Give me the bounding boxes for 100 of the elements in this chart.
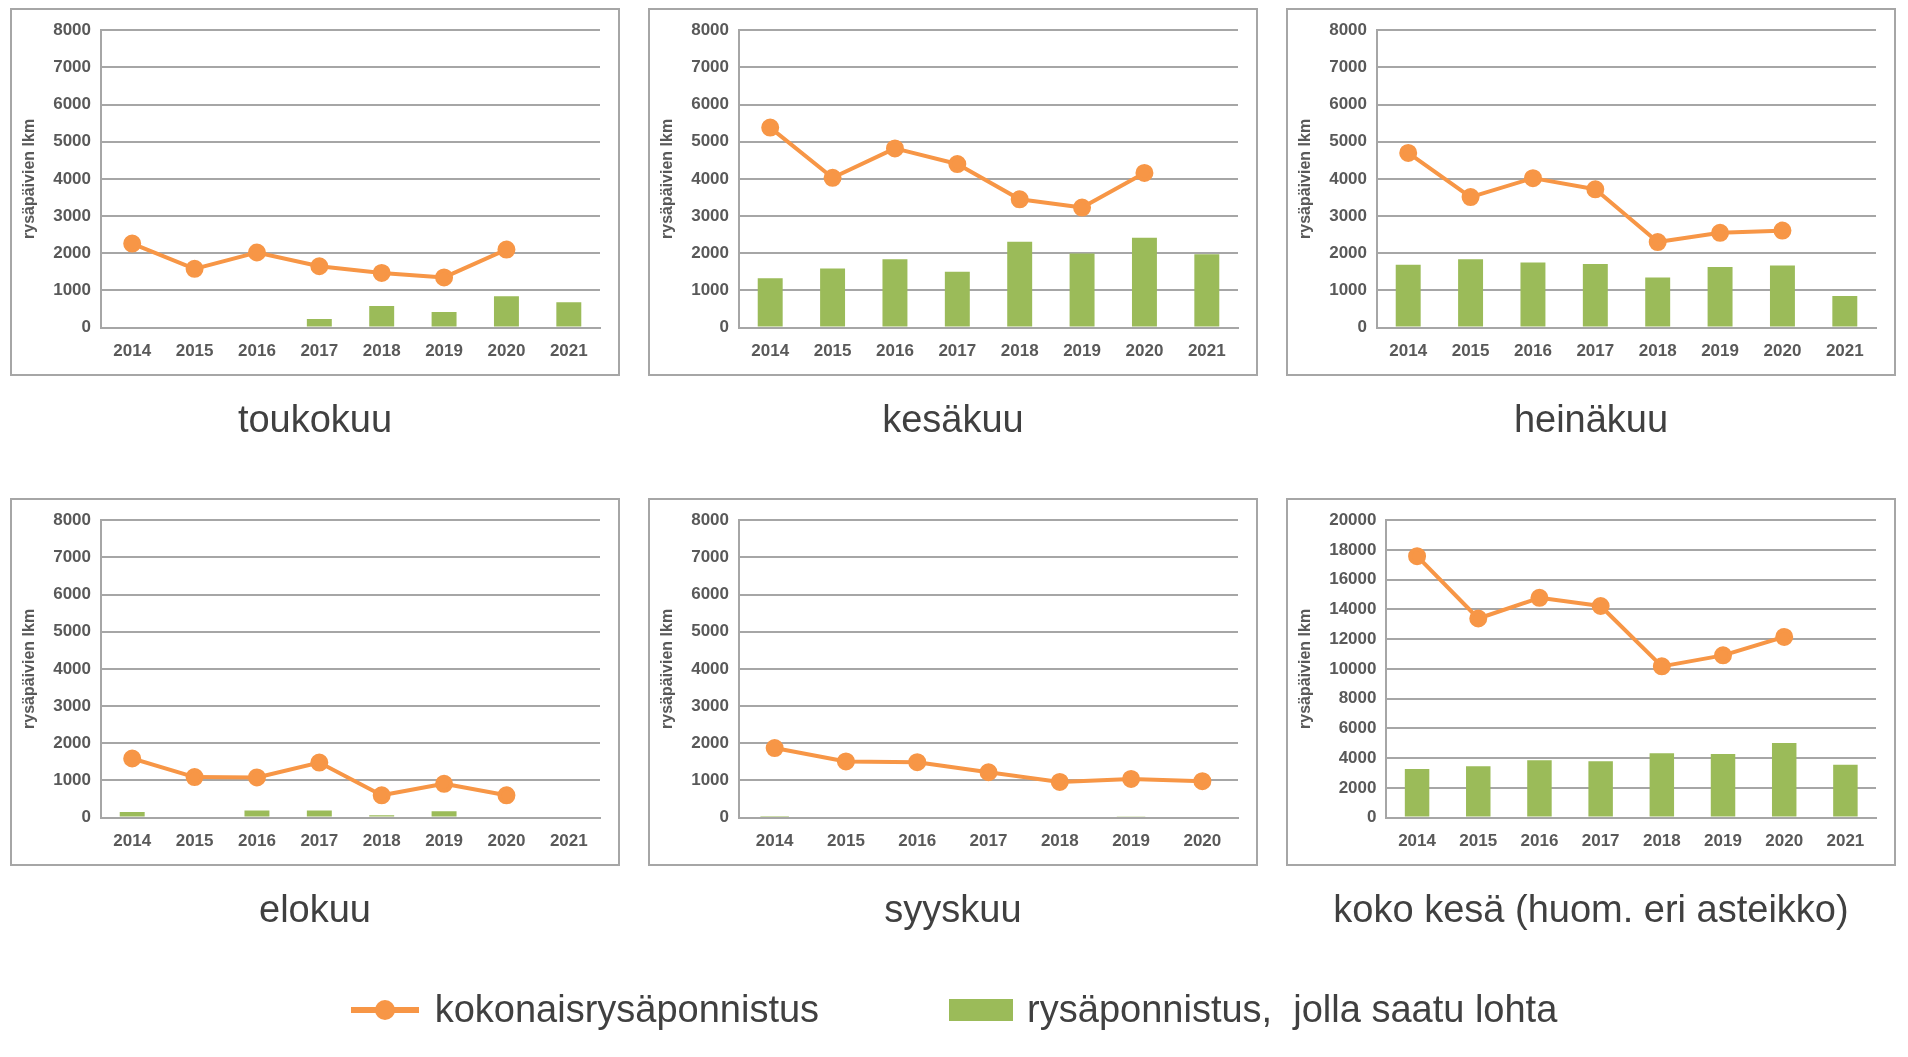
point	[908, 753, 927, 772]
x-tick-label: 2020	[1765, 831, 1804, 851]
y-tick-label: 0	[81, 807, 92, 827]
point	[1399, 143, 1418, 162]
point	[497, 240, 516, 259]
bar	[306, 319, 332, 327]
x-tick-label: 2015	[175, 831, 214, 851]
x-tick-label: 2020	[1183, 831, 1222, 851]
point	[1122, 769, 1141, 788]
x-tick-label: 2019	[1701, 341, 1739, 361]
y-tick-label: 4000	[691, 168, 730, 188]
point	[435, 268, 454, 287]
y-tick-label: 5000	[691, 621, 730, 641]
x-tick-label: 2021	[1826, 831, 1865, 851]
legend-label: kokonaisrysäponnistus	[434, 988, 820, 1031]
y-tick-label: 8000	[53, 19, 92, 39]
y-axis-title: rysäpäivien lkm	[658, 608, 676, 729]
y-tick-label: 2000	[53, 242, 92, 262]
legend-label: rysäponnistus, jolla saatu lohta	[1027, 988, 1558, 1031]
point	[435, 774, 454, 793]
point	[1586, 180, 1605, 199]
point	[765, 739, 784, 758]
bar	[1832, 296, 1858, 327]
y-tick-label: 4000	[691, 658, 730, 678]
x-tick-label: 2019	[425, 341, 463, 361]
y-tick-label: 1000	[691, 280, 730, 300]
point	[761, 118, 780, 137]
y-tick-label: 3000	[53, 205, 92, 225]
y-tick-label: 8000	[691, 509, 730, 529]
x-tick-label: 2017	[938, 341, 977, 361]
x-tick-label: 2015	[175, 341, 214, 361]
y-tick-label: 7000	[53, 57, 92, 77]
point	[979, 763, 998, 782]
x-tick-label: 2020	[1125, 341, 1164, 361]
y-tick-label: 4000	[1338, 747, 1377, 767]
bar	[820, 268, 846, 327]
y-tick-label: 0	[1357, 317, 1368, 337]
y-tick-label: 3000	[53, 695, 92, 715]
x-tick-label: 2019	[425, 831, 463, 851]
bar	[1769, 265, 1795, 327]
x-tick-label: 2018	[1642, 831, 1681, 851]
bar	[556, 302, 582, 327]
x-tick-label: 2015	[827, 831, 865, 851]
x-tick-label: 2017	[969, 831, 1008, 851]
x-tick-label: 2016	[1514, 341, 1552, 361]
x-tick-label: 2014	[751, 341, 790, 361]
point	[123, 234, 142, 253]
y-tick-label: 7000	[691, 547, 730, 567]
x-tick-label: 2017	[1576, 341, 1615, 361]
bar	[882, 259, 908, 327]
point	[948, 155, 967, 174]
x-tick-label: 2018	[1000, 341, 1039, 361]
x-tick-label: 2017	[300, 341, 339, 361]
y-tick-label: 4000	[53, 658, 92, 678]
x-tick-label: 2018	[1638, 341, 1677, 361]
x-tick-label: 2016	[876, 341, 914, 361]
point	[372, 263, 391, 282]
point	[247, 768, 266, 787]
bar	[944, 271, 970, 327]
x-tick-label: 2017	[1581, 831, 1620, 851]
point	[247, 243, 266, 262]
y-tick-label: 10000	[1329, 658, 1377, 678]
bar	[1707, 267, 1733, 327]
y-tick-label: 6000	[691, 584, 730, 604]
y-tick-label: 16000	[1329, 569, 1377, 589]
point	[123, 749, 142, 768]
x-tick-label: 2019	[1063, 341, 1101, 361]
y-tick-label: 8000	[53, 509, 92, 529]
x-tick-label: 2015	[813, 341, 852, 361]
x-tick-label: 2021	[1187, 341, 1226, 361]
text: toukokuu	[237, 398, 393, 442]
y-tick-label: 0	[719, 317, 730, 337]
y-tick-label: 3000	[691, 695, 730, 715]
text: syyskuu	[884, 888, 1022, 932]
y-tick-label: 12000	[1329, 628, 1377, 648]
point	[1461, 188, 1480, 207]
y-tick-label: 5000	[691, 131, 730, 151]
y-tick-label: 3000	[691, 205, 730, 225]
x-tick-label: 2018	[362, 341, 401, 361]
text: koko kesä (huom. eri asteikko)	[1333, 888, 1849, 932]
y-tick-label: 1000	[53, 280, 92, 300]
x-tick-label: 2021	[549, 831, 588, 851]
y-tick-label: 20000	[1329, 509, 1377, 529]
bar	[431, 311, 457, 327]
y-tick-label: 1000	[1329, 280, 1368, 300]
y-tick-label: 8000	[1329, 19, 1368, 39]
point	[1648, 233, 1667, 252]
y-tick-label: 2000	[691, 242, 730, 262]
x-tick-label: 2015	[1459, 831, 1498, 851]
y-tick-label: 4000	[53, 168, 92, 188]
point	[1591, 597, 1610, 615]
x-tick-label: 2017	[300, 831, 339, 851]
x-tick-label: 2021	[1825, 341, 1864, 361]
point	[1523, 169, 1542, 188]
point	[1050, 772, 1069, 791]
y-tick-label: 2000	[1338, 777, 1377, 797]
y-axis-title: rysäpäivien lkm	[1296, 118, 1314, 239]
x-tick-label: 2018	[362, 831, 401, 851]
bar	[369, 306, 395, 327]
x-tick-label: 2014	[1389, 341, 1428, 361]
